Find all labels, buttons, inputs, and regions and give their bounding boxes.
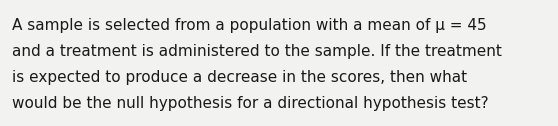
- Text: and a treatment is administered to the sample. If the treatment: and a treatment is administered to the s…: [12, 44, 502, 59]
- Text: would be the null hypothesis for a directional hypothesis test?: would be the null hypothesis for a direc…: [12, 96, 489, 111]
- Text: A sample is selected from a population with a mean of μ = 45: A sample is selected from a population w…: [12, 18, 487, 33]
- Text: is expected to produce a decrease in the scores, then what: is expected to produce a decrease in the…: [12, 70, 467, 85]
